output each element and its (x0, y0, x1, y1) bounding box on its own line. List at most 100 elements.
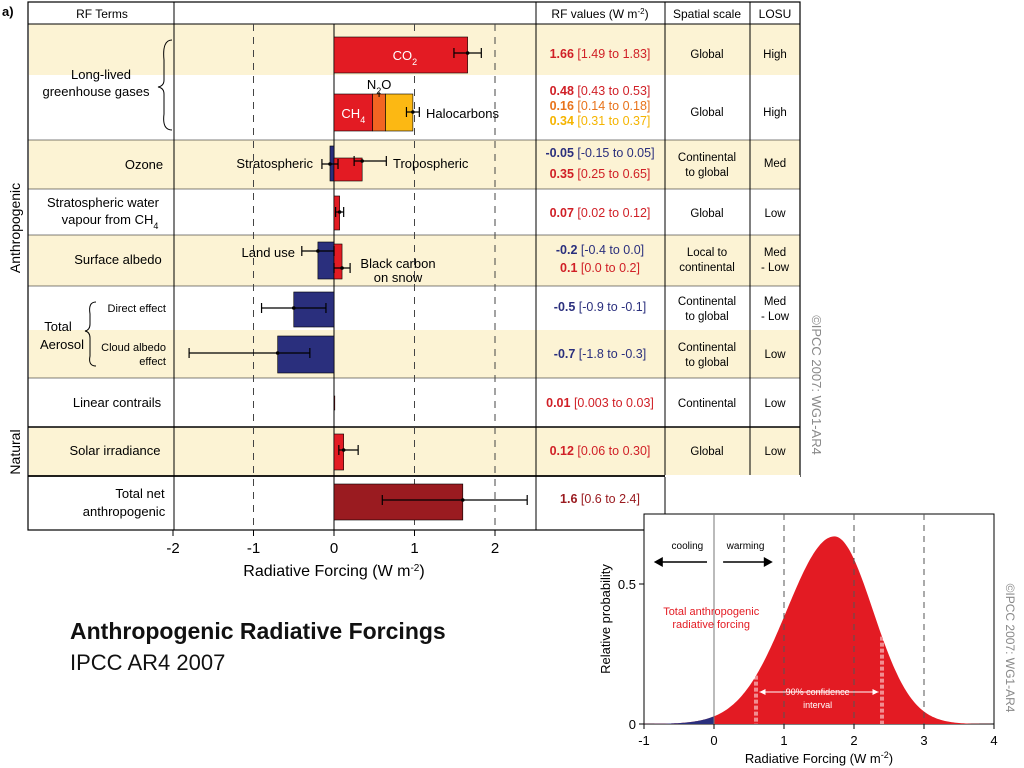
pdf-area (644, 536, 994, 724)
spatial-scale: Global (690, 208, 723, 220)
ci-label-2: interval (803, 700, 832, 710)
rf-value-range: [0.003 to 0.03] (574, 396, 654, 410)
x-tick-label: 1 (410, 540, 418, 557)
bar-label-co2: CO2 (393, 48, 418, 67)
spatial-scale: Continental (678, 296, 736, 308)
rf-value-best: 0.34 (550, 114, 578, 128)
pdf-x-tick-label: -1 (638, 733, 650, 748)
cooling-arrow-head (653, 557, 663, 567)
pdf-y-axis-label: Relative probability (598, 564, 613, 674)
pdf-x-axis-label: Radiative Forcing (W m-2) (745, 750, 893, 766)
term-strat-water-2: vapour from CH4 (62, 212, 159, 231)
rf-value-best: 0.48 (550, 84, 578, 98)
losu-value: - Low (761, 262, 790, 274)
group-label-natural: Natural (7, 429, 23, 474)
bar-segment-1 (372, 93, 386, 132)
term-cloud-albedo-1: Cloud albedo (101, 342, 166, 354)
rf-value-best: 0.35 (550, 167, 578, 181)
rf-value-range: [-1.8 to -0.3] (579, 347, 646, 361)
losu-value: Med (764, 247, 786, 259)
group-label-anthropogenic: Anthropogenic (7, 183, 23, 273)
term-strat-water-1: Stratospheric water (47, 195, 160, 210)
spatial-scale: continental (679, 262, 735, 274)
rf-value: 0.35 [0.25 to 0.65] (550, 167, 651, 181)
term-ozone: Ozone (125, 157, 163, 172)
error-bar-land-use (301, 246, 335, 256)
series-label-1: Total anthropogenic (663, 606, 760, 618)
spatial-scale: Global (690, 107, 723, 119)
header-rf-terms: RF Terms (76, 7, 128, 21)
rf-value: 1.66 [1.49 to 1.83] (550, 47, 651, 61)
term-long-lived-1: Long-lived (71, 67, 131, 82)
term-surface-albedo: Surface albedo (74, 252, 161, 267)
pdf-y-tick-label: 0.5 (618, 577, 636, 592)
losu-value: Med (764, 296, 786, 308)
rf-value-best: 1.66 (550, 47, 578, 61)
label-stratospheric: Stratospheric (236, 156, 313, 171)
error-bar-mid (341, 448, 346, 452)
losu-value: Med (764, 158, 786, 170)
pdf-x-tick-label: 2 (850, 733, 857, 748)
bar-ozone-trop (333, 157, 363, 182)
caption-subtitle: IPCC AR4 2007 (70, 650, 226, 675)
error-bar-cloud-albedo (188, 348, 311, 358)
brace-aerosol (84, 301, 97, 367)
error-bar-mid (360, 159, 364, 163)
pdf-x-tick-label: 1 (780, 733, 787, 748)
header-spatial-scale: Spatial scale (673, 7, 741, 21)
pdf-y-tick-label: 0 (629, 717, 636, 732)
term-linear-contrails: Linear contrails (73, 395, 162, 410)
label-black-carbon-1: Black carbon (360, 256, 435, 271)
x-tick-label: -2 (166, 540, 179, 557)
term-total-net-1: Total net (115, 486, 165, 501)
warming-label: warming (726, 541, 765, 552)
label-tropospheric: Tropospheric (393, 156, 469, 171)
pdf-area-negative (644, 716, 714, 724)
rf-value-range: [0.14 to 0.18] (577, 99, 650, 113)
error-bar-mid (291, 306, 296, 310)
term-total: Total (44, 319, 72, 334)
spatial-scale: Local to (687, 247, 727, 259)
rf-value-range: [1.49 to 1.83] (577, 47, 650, 61)
rf-value-range: [-0.9 to -0.1] (579, 300, 646, 314)
losu-value: Low (764, 208, 786, 220)
x-tick-label: -1 (247, 540, 260, 557)
spatial-scale: Global (690, 446, 723, 458)
term-long-lived-2: greenhouse gases (43, 84, 150, 99)
rf-value-best: -0.5 (554, 300, 579, 314)
bar-label-halocarbons: Halocarbons (426, 106, 499, 121)
series-label-2: radiative forcing (672, 619, 750, 631)
x-axis-label: Radiative Forcing (W m-2) (243, 563, 424, 581)
bar-label-n2o: N2O (367, 77, 392, 96)
error-bar-mid (337, 210, 342, 214)
error-bar-mid (411, 110, 415, 114)
bar-black-carbon (333, 243, 343, 280)
x-tick-label: 0 (330, 540, 338, 557)
header-rf-values: RF values (W m-2) (551, 7, 648, 22)
term-cloud-albedo-2: effect (139, 356, 166, 368)
rf-value-best: 0.01 (546, 396, 574, 410)
rf-value: -0.2 [-0.4 to 0.0] (556, 243, 644, 257)
bar-cloud-albedo (277, 335, 335, 374)
error-bar-strat-water (335, 207, 345, 217)
warming-arrow-head (763, 557, 773, 567)
ci-arrow-head-right (872, 689, 879, 695)
losu-value: Low (764, 398, 786, 410)
losu-value: - Low (761, 311, 790, 323)
error-bar-total-net (381, 495, 528, 505)
pdf-x-tick-label: 0 (710, 733, 717, 748)
rf-value-best: 0.12 (550, 444, 578, 458)
rf-value-range: [0.06 to 0.30] (577, 444, 650, 458)
rf-value-range: [-0.4 to 0.0] (581, 243, 644, 257)
spatial-scale: Continental (678, 342, 736, 354)
spatial-scale: Continental (678, 398, 736, 410)
error-bar-mid (465, 51, 470, 55)
rf-value-range: [0.02 to 0.12] (577, 206, 650, 220)
error-bar-co2 (453, 48, 482, 58)
error-bar-solar (338, 445, 359, 455)
error-bar-mid (461, 498, 465, 502)
bar-co2 (333, 36, 468, 74)
term-solar-irradiance: Solar irradiance (69, 443, 160, 458)
rf-value-range: [0.43 to 0.53] (577, 84, 650, 98)
watermark-pdf: ©IPCC 2007: WG1-AR4 (1003, 584, 1017, 713)
